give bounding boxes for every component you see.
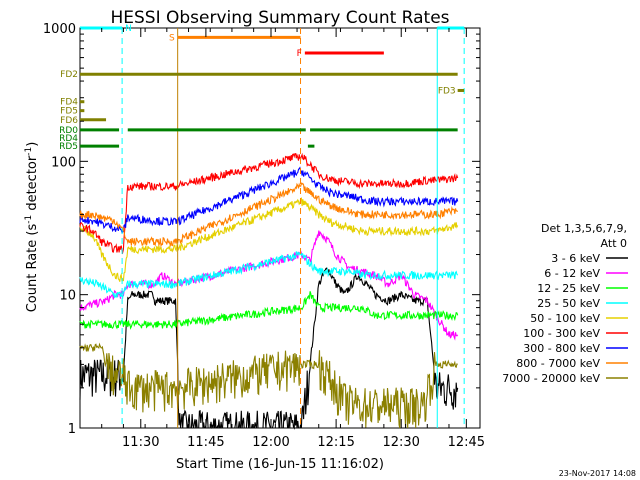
flag-label-6: FD5 bbox=[60, 107, 78, 117]
chart-title: HESSI Observing Summary Count Rates bbox=[110, 8, 449, 28]
y-tick-label: 10 bbox=[59, 289, 76, 304]
y-tick-label: 100 bbox=[51, 155, 76, 170]
x-tick-label: 12:00 bbox=[252, 435, 289, 450]
series-line-4 bbox=[79, 197, 459, 282]
legend-label-6: 300 - 800 keV bbox=[523, 342, 600, 355]
flag-label-7: FD6 bbox=[60, 116, 78, 126]
flag-label-5: FD4 bbox=[60, 98, 78, 108]
legend-header-detectors: Det 1,3,5,6,7,9, bbox=[541, 222, 627, 235]
legend-label-8: 7000 - 20000 keV bbox=[502, 372, 600, 385]
series-line-7 bbox=[79, 182, 459, 248]
legend-label-2: 12 - 25 keV bbox=[537, 282, 600, 295]
flag-label-4: FD3 bbox=[438, 86, 456, 96]
flag-label-10: RD5 bbox=[59, 142, 78, 152]
x-axis: 11:30 11:45 12:00 12:15 12:30 12:45 bbox=[79, 28, 485, 450]
x-tick-label: 11:30 bbox=[122, 435, 159, 450]
flag-label-0: N bbox=[125, 24, 132, 34]
plot-frame bbox=[79, 27, 481, 429]
series-line-2 bbox=[79, 291, 459, 330]
series-line-0 bbox=[79, 267, 459, 430]
y-tick-label: 1000 bbox=[43, 22, 76, 37]
flag-label-8: RD0 bbox=[59, 126, 78, 136]
series-line-8 bbox=[79, 342, 458, 429]
x-tick-label: 12:45 bbox=[448, 435, 485, 450]
legend-label-3: 25 - 50 keV bbox=[537, 297, 600, 310]
legend-label-0: 3 - 6 keV bbox=[551, 252, 600, 265]
legend-label-7: 800 - 7000 keV bbox=[516, 357, 600, 370]
flag-label-2: F bbox=[297, 49, 302, 59]
flag-label-1: S bbox=[169, 33, 175, 43]
legend-label-1: 6 - 12 keV bbox=[544, 267, 600, 280]
series-line-3 bbox=[79, 251, 459, 300]
x-tick-label: 12:30 bbox=[382, 435, 419, 450]
y-tick-label: 1 bbox=[68, 422, 76, 437]
legend-label-5: 100 - 300 keV bbox=[523, 327, 600, 340]
flag-label-3: FD2 bbox=[60, 70, 78, 80]
legend-header-attenuator: Att 0 bbox=[601, 237, 627, 250]
legend-label-4: 50 - 100 keV bbox=[530, 312, 600, 325]
series-line-6 bbox=[79, 166, 459, 234]
x-tick-label: 12:15 bbox=[317, 435, 354, 450]
y-axis: 1 10 100 1000 bbox=[43, 22, 480, 437]
flag-label-9: RD4 bbox=[59, 134, 78, 144]
footer-timestamp: 23-Nov-2017 14:08 bbox=[559, 469, 636, 478]
y-axis-label: Count Rate (s-1 detector-1) bbox=[24, 142, 40, 313]
x-tick-label: 11:45 bbox=[187, 435, 224, 450]
legend: Det 1,3,5,6,7,9, Att 0 3 - 6 keV 6 - 12 k… bbox=[502, 222, 628, 385]
x-axis-label: Start Time (16-Jun-15 11:16:02) bbox=[176, 457, 384, 472]
series-line-5 bbox=[79, 152, 459, 255]
